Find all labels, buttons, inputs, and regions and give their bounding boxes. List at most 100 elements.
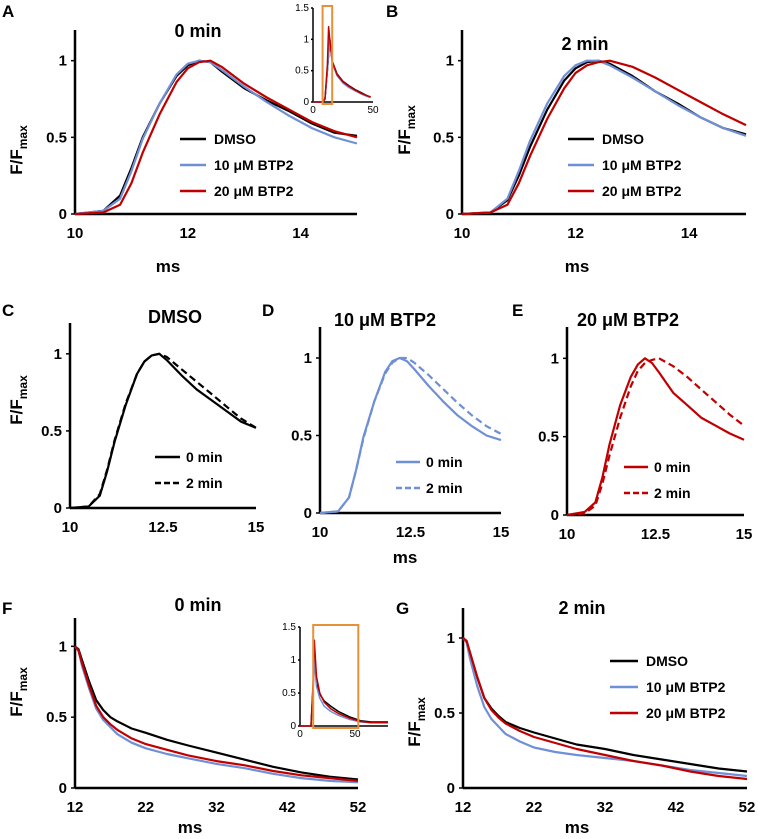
- panel-letter-b: B: [386, 2, 398, 21]
- chart-b-xtick-label: 12: [567, 225, 584, 242]
- legend-e-2min-label: 2 min: [654, 485, 691, 501]
- chart-g-ytick-label: 0.5: [434, 705, 455, 722]
- legend-b-btp20-label: 20 μM BTP2: [602, 183, 682, 199]
- legend-c-2min-label: 2 min: [186, 475, 223, 491]
- chart-a-title: 0 min: [174, 21, 221, 41]
- chart-d-xtick-label: 12.5: [396, 524, 425, 541]
- chart-b-series-2: [461, 59, 747, 216]
- legend-e-0min-label: 0 min: [654, 459, 691, 475]
- chart-e-ytick-label: 1: [551, 350, 559, 367]
- chart-f-ytick-label: 0.5: [46, 709, 67, 726]
- panel-letter-c: C: [2, 301, 14, 320]
- chart-f-xtick-label: 52: [350, 799, 367, 816]
- chart-a-inset-xtick-label: 50: [367, 105, 379, 116]
- chart-g-xtick-label: 32: [597, 799, 614, 816]
- chart-d-ytick-label: 1: [304, 350, 312, 367]
- chart-f-ytick-label: 0: [59, 780, 67, 797]
- chart-b-ytick-label: 0: [446, 206, 454, 223]
- legend-a-dmso-label: DMSO: [214, 131, 256, 147]
- chart-b-series-1: [461, 59, 747, 216]
- chart-f-series-0: [74, 645, 359, 781]
- chart-e-series-0: [566, 357, 745, 517]
- chart-f-xtick-label: 42: [279, 799, 296, 816]
- legend-g-btp10-label: 10 μM BTP2: [646, 679, 726, 695]
- chart-d-legend: 0 min 2 min: [396, 454, 463, 496]
- chart-e-series-1: [566, 357, 745, 517]
- panel-letter-d: D: [262, 301, 274, 320]
- chart-g-ytick-label: 0: [447, 780, 455, 797]
- chart-f-ylabel: F/Fmax: [7, 667, 30, 717]
- chart-f-inset-ytick-label: 0: [290, 721, 296, 732]
- chart-a-series-2: [74, 59, 358, 216]
- chart-a-ytick-label: 0.5: [46, 129, 67, 146]
- chart-f-xtick-label: 12: [67, 799, 84, 816]
- panel-letter-g: G: [396, 599, 409, 618]
- chart-d-xtick-label: 10: [312, 524, 329, 541]
- chart-g-series-2: [462, 637, 748, 781]
- panel-letter-a: A: [2, 2, 14, 21]
- chart-a-inset-ytick-label: 0.5: [295, 66, 309, 77]
- chart-a-series-1: [74, 59, 358, 216]
- legend-b-dmso-label: DMSO: [602, 131, 644, 147]
- chart-b-xtick-label: 14: [681, 225, 698, 242]
- chart-c-legend: 0 min 2 min: [155, 449, 223, 491]
- chart-b-ytick-label: 1: [446, 53, 454, 70]
- chart-d-ytick-label: 0.5: [291, 428, 312, 445]
- chart-e-xtick-label: 15: [736, 526, 753, 543]
- chart-c-series-1: [69, 352, 257, 510]
- chart-a-xtick-label: 10: [67, 225, 84, 242]
- chart-b-ylabel: F/Fmax: [395, 105, 418, 155]
- chart-a-xtick-label: 14: [292, 225, 309, 242]
- chart-g-xtick-label: 12: [455, 799, 472, 816]
- chart-d-ytick-label: 0: [304, 505, 312, 522]
- chart-c-xtick-label: 15: [248, 519, 265, 536]
- legend-g-dmso-label: DMSO: [646, 653, 688, 669]
- chart-b-ytick-label: 0.5: [433, 129, 454, 146]
- chart-d-xtick-label: 15: [493, 524, 510, 541]
- chart-f-inset-ytick-label: 1.5: [282, 622, 296, 633]
- chart-e-xtick-label: 10: [559, 526, 576, 543]
- legend-d-2min-label: 2 min: [426, 480, 463, 496]
- chart-d-series-0: [319, 356, 502, 515]
- chart-f-inset-xtick-label: 0: [297, 729, 303, 740]
- chart-g-xlabel: ms: [565, 818, 590, 837]
- chart-g-xtick-label: 42: [668, 799, 685, 816]
- chart-b-title: 2 min: [561, 34, 608, 54]
- chart-f-inset-xtick-label: 50: [349, 729, 361, 740]
- panel-letter-f: F: [2, 599, 12, 618]
- legend-a-btp10-label: 10 μM BTP2: [214, 157, 294, 173]
- chart-a-inset-ytick-label: 1: [303, 34, 309, 45]
- chart-a-ytick-label: 0: [59, 206, 67, 223]
- legend-c-0min-label: 0 min: [186, 449, 223, 465]
- chart-a-inset-ytick-label: 1.5: [295, 3, 309, 14]
- chart-a-xtick-label: 12: [179, 225, 196, 242]
- chart-g-ylabel: F/Fmax: [405, 697, 428, 747]
- chart-a-inset-highlight-box: [321, 5, 334, 105]
- chart-f-title: 0 min: [174, 595, 221, 615]
- chart-e-ytick-label: 0: [551, 507, 559, 524]
- chart-g-title: 2 min: [558, 598, 605, 618]
- chart-e-legend: 0 min 2 min: [624, 459, 691, 501]
- chart-f-xtick-label: 32: [208, 799, 225, 816]
- chart-a-ytick-label: 1: [59, 53, 67, 70]
- chart-d-xlabel: ms: [393, 548, 418, 567]
- chart-b-xtick-label: 10: [454, 225, 471, 242]
- legend-d-0min-label: 0 min: [426, 454, 463, 470]
- legend-a-btp20-label: 20 μM BTP2: [214, 183, 294, 199]
- chart-c-title: DMSO: [148, 307, 202, 327]
- chart-f-ytick-label: 1: [59, 638, 67, 655]
- chart-g-xtick-label: 22: [526, 799, 543, 816]
- chart-b-legend: DMSO 10 μM BTP2 20 μM BTP2: [568, 131, 682, 199]
- chart-a-inset-xtick-label: 0: [310, 105, 316, 116]
- chart-c-ytick-label: 1: [54, 346, 62, 363]
- chart-c-ylabel: F/Fmax: [7, 375, 30, 425]
- chart-f-inset-ytick-label: 1: [290, 655, 296, 666]
- panel-letter-e: E: [512, 301, 523, 320]
- chart-a-inset-ytick-label: 0: [303, 97, 309, 108]
- chart-d-title: 10 μM BTP2: [334, 310, 436, 330]
- chart-c-xtick-label: 10: [62, 519, 79, 536]
- chart-g-xtick-label: 52: [739, 799, 756, 816]
- legend-b-btp10-label: 10 μM BTP2: [602, 157, 682, 173]
- chart-c-ytick-label: 0: [54, 500, 62, 517]
- chart-f-xtick-label: 22: [137, 799, 154, 816]
